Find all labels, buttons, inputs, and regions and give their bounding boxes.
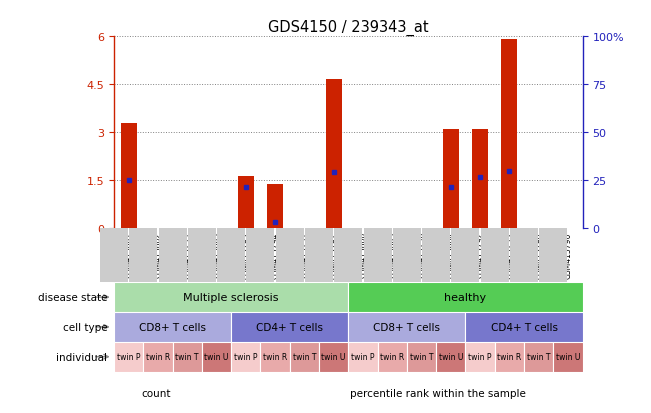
Text: twin P: twin P xyxy=(351,352,375,361)
Bar xyxy=(348,312,465,342)
Text: twin R: twin R xyxy=(380,352,404,361)
Bar xyxy=(319,342,348,372)
Text: Multiple sclerosis: Multiple sclerosis xyxy=(184,292,279,302)
Bar xyxy=(260,342,290,372)
Text: twin T: twin T xyxy=(175,352,199,361)
Text: percentile rank within the sample: percentile rank within the sample xyxy=(350,387,525,398)
Text: twin T: twin T xyxy=(409,352,434,361)
Text: twin R: twin R xyxy=(497,352,521,361)
Text: CD8+ T cells: CD8+ T cells xyxy=(374,322,440,332)
Text: twin T: twin T xyxy=(292,352,316,361)
Bar xyxy=(495,342,524,372)
Bar xyxy=(202,342,231,372)
Bar xyxy=(378,342,407,372)
Text: twin P: twin P xyxy=(117,352,141,361)
Text: CD8+ T cells: CD8+ T cells xyxy=(139,322,206,332)
Bar xyxy=(407,342,436,372)
Text: CD4+ T cells: CD4+ T cells xyxy=(491,322,557,332)
Bar xyxy=(290,342,319,372)
Bar xyxy=(465,342,495,372)
Bar xyxy=(114,282,348,312)
Text: CD4+ T cells: CD4+ T cells xyxy=(256,322,323,332)
Text: twin U: twin U xyxy=(439,352,463,361)
Bar xyxy=(524,342,553,372)
Bar xyxy=(143,342,173,372)
Text: twin R: twin R xyxy=(263,352,287,361)
Text: twin P: twin P xyxy=(468,352,492,361)
Bar xyxy=(436,342,465,372)
Text: cell type: cell type xyxy=(62,322,107,332)
Text: count: count xyxy=(141,387,171,398)
Text: twin R: twin R xyxy=(146,352,170,361)
Bar xyxy=(465,312,583,342)
Text: individual: individual xyxy=(57,352,107,362)
Bar xyxy=(267,184,283,229)
Bar xyxy=(120,123,137,229)
Bar xyxy=(173,342,202,372)
Text: twin P: twin P xyxy=(234,352,258,361)
Bar xyxy=(348,342,378,372)
Text: twin T: twin T xyxy=(527,352,551,361)
Bar xyxy=(231,342,260,372)
Text: twin U: twin U xyxy=(204,352,229,361)
Bar xyxy=(114,312,231,342)
Text: twin U: twin U xyxy=(556,352,580,361)
Bar xyxy=(231,312,348,342)
Bar xyxy=(501,40,518,229)
Text: twin U: twin U xyxy=(322,352,346,361)
Bar xyxy=(348,282,583,312)
Bar xyxy=(238,176,254,229)
Bar xyxy=(472,130,488,229)
Bar xyxy=(326,80,342,229)
Bar xyxy=(114,342,143,372)
Title: GDS4150 / 239343_at: GDS4150 / 239343_at xyxy=(268,20,428,36)
Bar xyxy=(553,342,583,372)
Text: disease state: disease state xyxy=(38,292,107,302)
Text: healthy: healthy xyxy=(445,292,486,302)
Bar xyxy=(443,130,459,229)
